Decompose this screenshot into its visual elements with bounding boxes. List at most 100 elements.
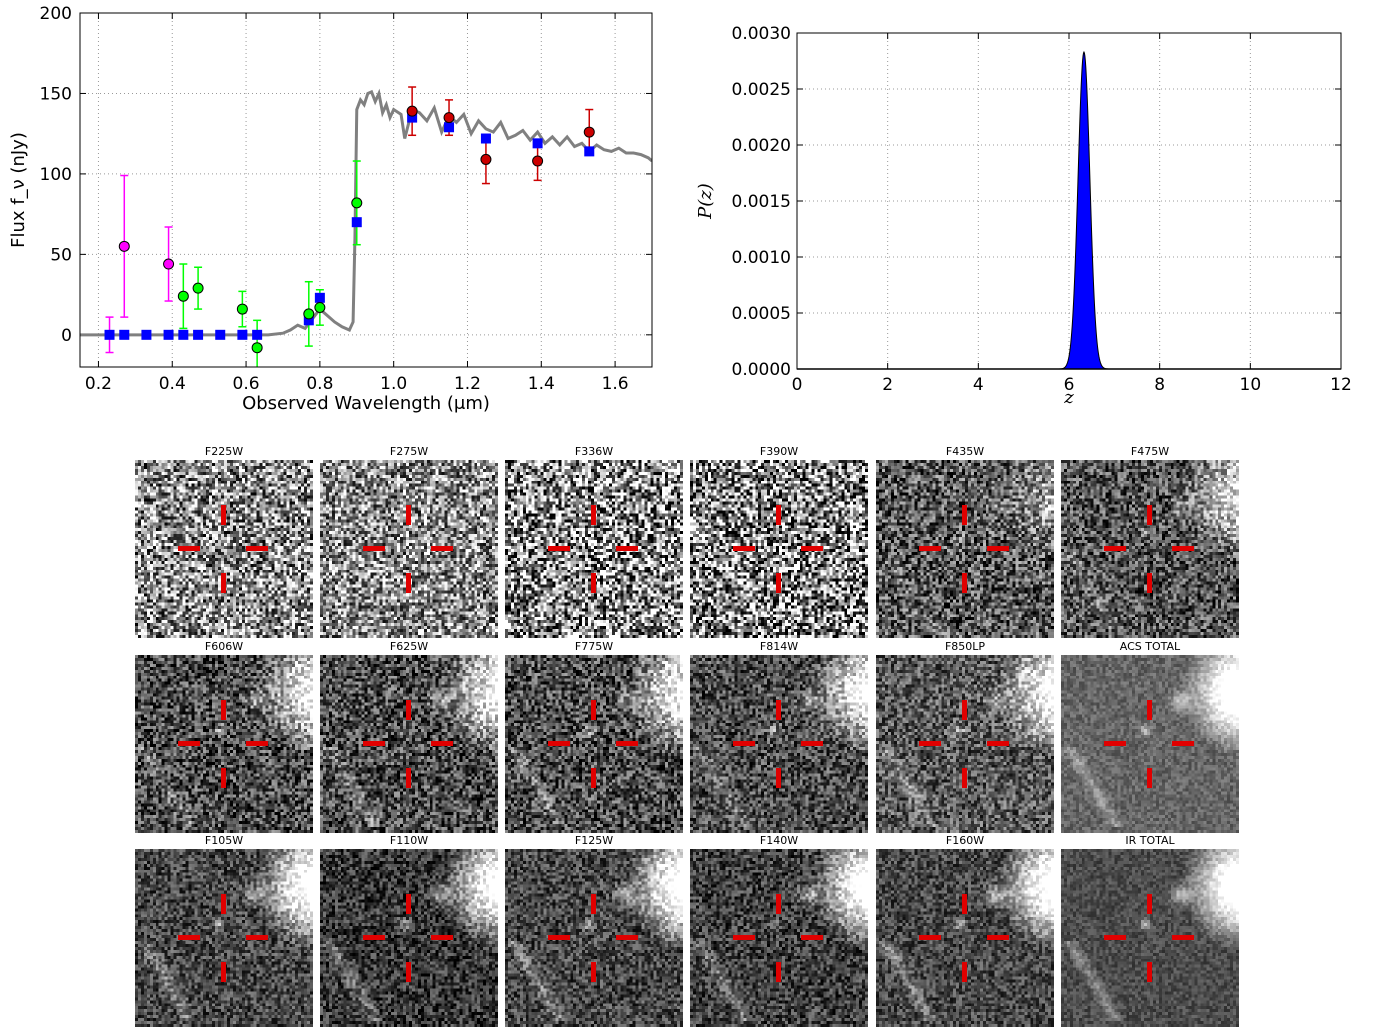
- observed-flux-point: [406, 105, 418, 117]
- crosshair-mark: [363, 741, 385, 746]
- stamp-label: F275W: [389, 445, 429, 458]
- stamp-image: [876, 655, 1054, 833]
- model-flux-square: [237, 329, 248, 340]
- crosshair-mark: [919, 935, 941, 940]
- model-flux-square: [351, 217, 362, 228]
- crosshair-mark: [1104, 741, 1126, 746]
- stamp-f110w: F110W: [320, 834, 498, 1027]
- stamp-label: IR TOTAL: [1125, 834, 1175, 847]
- crosshair-mark: [591, 505, 596, 525]
- model-flux-square: [303, 315, 314, 326]
- crosshair-mark: [548, 546, 570, 551]
- crosshair-mark: [962, 894, 967, 914]
- stamp-f390w: F390W: [690, 445, 868, 638]
- observed-flux-point: [314, 301, 326, 313]
- y-tick-label: 0.0000: [732, 360, 791, 380]
- observed-flux-point: [303, 308, 315, 320]
- crosshair-mark: [591, 894, 596, 914]
- x-tick-label: 1.2: [454, 374, 481, 394]
- model-flux-square: [252, 329, 263, 340]
- x-tick-label: 1.0: [380, 374, 407, 394]
- crosshair-mark: [406, 962, 411, 982]
- crosshair-mark: [178, 935, 200, 940]
- stamp-label: F105W: [204, 834, 244, 847]
- x-tick-label: 0.2: [85, 374, 112, 394]
- y-tick-label: 0: [61, 326, 72, 346]
- crosshair-mark: [801, 546, 823, 551]
- crosshair-mark: [221, 505, 226, 525]
- crosshair-mark: [221, 962, 226, 982]
- crosshair-mark: [548, 741, 570, 746]
- stamp-image: [1061, 460, 1239, 638]
- stamp-label: F814W: [759, 640, 799, 653]
- y-tick-label: 0.0030: [732, 24, 791, 44]
- plot-frame: [79, 12, 653, 368]
- stamp-f125w: F125W: [505, 834, 683, 1027]
- observed-flux-point: [163, 258, 175, 270]
- crosshair-mark: [733, 741, 755, 746]
- stamp-image: [690, 655, 868, 833]
- crosshair-mark: [178, 741, 200, 746]
- y-tick-label: 0.0025: [732, 80, 791, 100]
- crosshair-mark: [1147, 768, 1152, 788]
- stamp-image: [1061, 849, 1239, 1027]
- crosshair-mark: [919, 741, 941, 746]
- stamp-image: [320, 655, 498, 833]
- crosshair-mark: [776, 573, 781, 593]
- stamp-label: F336W: [574, 445, 614, 458]
- model-flux-square: [119, 329, 130, 340]
- x-tick-label: 0.8: [306, 374, 333, 394]
- crosshair-mark: [919, 546, 941, 551]
- x-axis-label: z: [1063, 387, 1074, 408]
- model-flux-square: [444, 122, 455, 133]
- stamp-image: [876, 849, 1054, 1027]
- crosshair-mark: [776, 700, 781, 720]
- model-flux-square: [480, 133, 491, 144]
- stamp-image: [135, 849, 313, 1027]
- crosshair-mark: [591, 962, 596, 982]
- stamp-f850lp: F850LP: [876, 640, 1054, 833]
- crosshair-mark: [776, 768, 781, 788]
- x-tick-label: 12: [1330, 375, 1352, 395]
- crosshair-mark: [962, 505, 967, 525]
- model-flux-square: [584, 146, 595, 157]
- crosshair-mark: [801, 741, 823, 746]
- crosshair-mark: [591, 573, 596, 593]
- crosshair-mark: [1147, 700, 1152, 720]
- crosshair-mark: [548, 935, 570, 940]
- stamp-label: F435W: [945, 445, 985, 458]
- crosshair-mark: [987, 741, 1009, 746]
- observed-flux-point: [192, 282, 204, 294]
- crosshair-mark: [616, 935, 638, 940]
- y-tick-label: 200: [40, 4, 72, 24]
- crosshair-mark: [987, 546, 1009, 551]
- model-flux-square: [407, 112, 418, 123]
- y-axis-label: Flux f_ν (nJy): [8, 132, 29, 248]
- stamp-image: [320, 849, 498, 1027]
- crosshair-mark: [246, 935, 268, 940]
- x-tick-label: 0.6: [233, 374, 260, 394]
- crosshair-mark: [363, 546, 385, 551]
- crosshair-mark: [733, 546, 755, 551]
- model-flux-square: [193, 329, 204, 340]
- crosshair-mark: [801, 935, 823, 940]
- crosshair-mark: [221, 894, 226, 914]
- crosshair-mark: [246, 546, 268, 551]
- crosshair-mark: [406, 894, 411, 914]
- stamp-image: [320, 460, 498, 638]
- crosshair-mark: [406, 768, 411, 788]
- x-tick-label: 6: [1064, 375, 1075, 395]
- model-flux-square: [314, 292, 325, 303]
- stamp-label: F110W: [389, 834, 429, 847]
- plot-frame: [796, 32, 1342, 370]
- stamp-f625w: F625W: [320, 640, 498, 833]
- x-tick-label: 0: [792, 375, 803, 395]
- observed-flux-point: [583, 126, 595, 138]
- stamp-image: [690, 849, 868, 1027]
- crosshair-mark: [221, 768, 226, 788]
- stamp-f336w: F336W: [505, 445, 683, 638]
- crosshair-mark: [1172, 741, 1194, 746]
- stamp-label: F850LP: [944, 640, 986, 653]
- crosshair-mark: [406, 700, 411, 720]
- stamp-image: [876, 460, 1054, 638]
